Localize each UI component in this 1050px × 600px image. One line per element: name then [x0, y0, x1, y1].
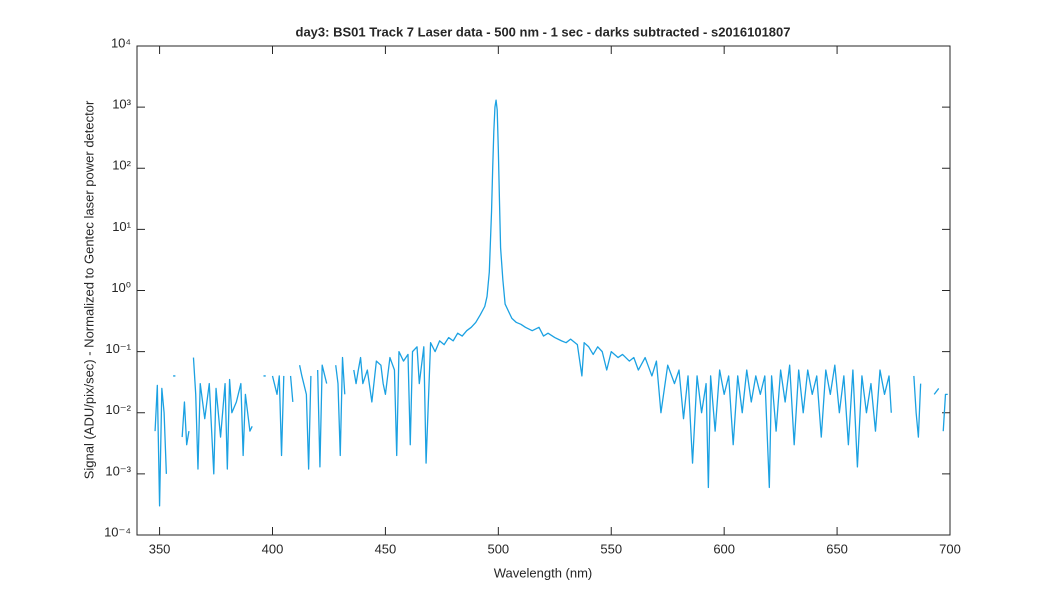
y-tick-label: 10⁻¹ — [105, 341, 131, 356]
y-tick-label: 10⁻⁴ — [104, 524, 131, 539]
axes-box — [136, 45, 951, 536]
y-tick-label: 10⁻² — [105, 402, 131, 417]
x-tick-label: 550 — [600, 541, 622, 556]
data-line — [154, 99, 948, 507]
x-tick-label: 650 — [826, 541, 848, 556]
y-tick-label: 10¹ — [112, 219, 131, 234]
x-tick-label: 600 — [713, 541, 735, 556]
y-tick-label: 10² — [112, 158, 131, 173]
x-tick-label: 450 — [375, 541, 397, 556]
x-axis-label: Wavelength (nm) — [494, 565, 593, 580]
x-tick-label: 400 — [262, 541, 284, 556]
y-tick-label: 10⁻³ — [105, 463, 131, 478]
chart-title: day3: BS01 Track 7 Laser data - 500 nm -… — [296, 24, 791, 39]
y-axis-label: Signal (ADU/pix/sec) - Normalized to Gen… — [81, 100, 96, 479]
y-tick-label: 10⁴ — [111, 35, 131, 50]
x-tick-label: 700 — [939, 541, 961, 556]
x-tick-label: 500 — [487, 541, 509, 556]
y-tick-label: 10⁰ — [111, 280, 131, 295]
y-tick-label: 10³ — [112, 97, 131, 112]
x-tick-label: 350 — [149, 541, 171, 556]
